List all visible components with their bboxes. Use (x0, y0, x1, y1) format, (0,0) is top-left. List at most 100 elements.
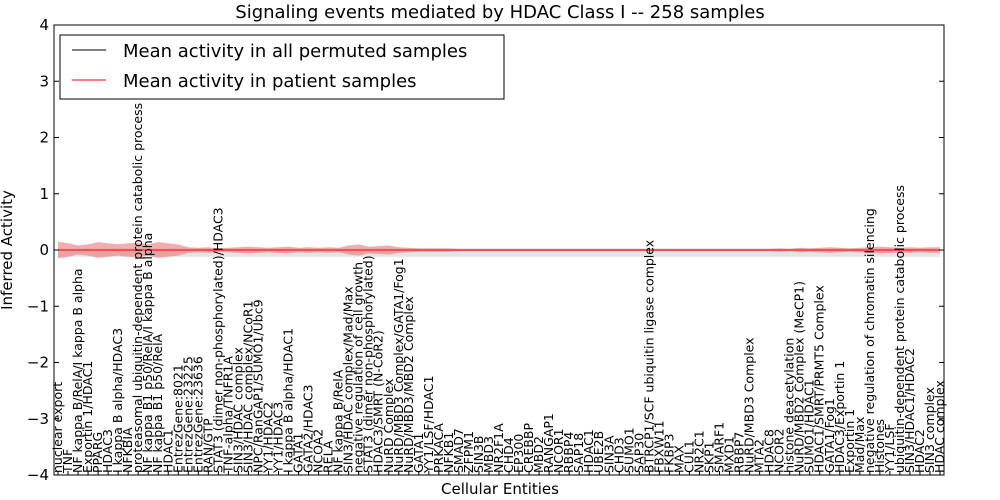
category-label: HDAC3/Exportin 1 (832, 361, 847, 473)
category-label: EntrezGene:23636 (190, 356, 205, 473)
category-label: NR2F1A (491, 423, 506, 473)
category-label: GATA1 (291, 433, 306, 473)
category-label: NF kappa B/RelA (331, 369, 346, 473)
category-label: NuRD/MBD3 Complex (742, 337, 757, 473)
category-label: TNF (60, 449, 75, 474)
category-label: YY1/LSF (882, 423, 897, 474)
category-label: SIN3/HDAC1/HDAC2 (902, 348, 917, 473)
category-label: YY1/HDAC3 (271, 402, 286, 474)
category-label: NF kappa B/RelA/I kappa B alpha (70, 268, 85, 473)
y-tick-label: −2 (27, 354, 49, 372)
category-label: NCOR1 (551, 428, 566, 473)
category-label: Exportin 1/HDAC1 (80, 361, 95, 473)
category-label: STAT3 (dimer non-phosphorylated) (361, 255, 376, 473)
category-label: STAT3 (dimer non-phosphorylated)/HDAC3 (210, 207, 225, 473)
category-label: MAX (671, 445, 686, 473)
category-label: nuclear export (50, 382, 65, 473)
category-label: Exportin 1 (842, 409, 857, 473)
category-label: GATA2/HDAC3 (301, 385, 316, 473)
category-label: RBBP7 (732, 432, 747, 473)
category-label: RAN/GTP (200, 418, 215, 473)
category-label: SUMO1 (621, 427, 636, 473)
category-label: SMAD7 (451, 428, 466, 473)
category-label: YY1/LSF/HDAC1 (421, 375, 436, 474)
category-label: Histones (872, 419, 887, 473)
y-tick-label: −1 (27, 297, 49, 315)
category-label: NuRD/MBD3 Complex/GATA1/Fog1 (391, 258, 406, 473)
category-label: SKP1 (701, 441, 716, 473)
category-label: NFKBIA (120, 427, 135, 473)
category-label: EP300 (511, 434, 526, 473)
category-label: SIN3 complex (922, 387, 937, 473)
category-label: NCOA2 (311, 429, 326, 473)
y-tick-label: 3 (39, 72, 49, 90)
category-label: FBXW11 (651, 420, 666, 473)
category-label: negative regulation of cell growth (351, 262, 366, 473)
category-label: NF kappa B1 p50/RelA (150, 333, 165, 473)
category-label: HDAC3/SMRT (N-CoR2) (371, 330, 386, 473)
category-label: MTA2 (752, 439, 767, 473)
category-label: TNF-alpha/TNFR1A (220, 356, 235, 474)
category-label: UBE2B (591, 431, 606, 473)
category-label: MXD1 (722, 436, 737, 473)
category-label: Mad/Max (852, 417, 867, 473)
category-label: NF kappa B1 p50/RelA/I kappa B alpha (140, 233, 155, 473)
category-label: HDAC2 (912, 429, 927, 473)
legend-box (59, 34, 505, 100)
category-label: HDAC1/SMRT/PRMT5 Complex (812, 285, 827, 473)
category-label: EntrezGene:8021 (170, 364, 185, 473)
category-label: FKBP3 (661, 434, 676, 473)
category-label: SAP30 (631, 433, 646, 473)
category-label: BTRCP1/SCF ubiquitin ligase complex (641, 240, 656, 473)
category-label: CHD3 (611, 437, 626, 473)
category-label: YY1/HDAC2 (260, 402, 275, 474)
category-label: SAP18 (571, 433, 586, 473)
category-label: proteasomal ubiquitin-dependent protein … (130, 103, 145, 473)
category-label: CUL1 (681, 440, 696, 473)
category-label: CREBBP (521, 423, 536, 473)
category-label: SIN3/HDAC complex/NCoR1 (240, 300, 255, 473)
category-label: SIN3/HDAC complex (230, 347, 245, 473)
category-label: ZFPM1 (461, 431, 476, 473)
legend-permuted-label: Mean activity in all permuted samples (123, 41, 467, 62)
category-label: NR2C1 (691, 430, 706, 473)
category-label: MBD2 (531, 436, 546, 473)
chart-title: Signaling events mediated by HDAC Class … (235, 2, 764, 23)
category-label: I kappa B alpha/HDAC1 (281, 328, 296, 473)
y-tick-label: 0 (39, 241, 49, 259)
y-tick-label: −4 (27, 466, 49, 484)
category-label: HDAC1 (160, 429, 175, 473)
category-label: negative regulation of chromatin silenci… (862, 208, 877, 473)
y-tick-label: −3 (27, 410, 49, 428)
category-label: NPC/RanGAP1/SUMO1/Ubc9 (250, 299, 265, 473)
category-label: I kappa B alpha/HDAC3 (110, 328, 125, 473)
category-label: NFKB1 (441, 432, 456, 473)
category-label: HDAC3 (100, 429, 115, 473)
category-label: SIN3/HDAC complex/Mad/Max (341, 286, 356, 473)
y-tick-label: 2 (39, 129, 49, 147)
category-label: HDAC8 (762, 429, 777, 473)
category-label: RELA (321, 440, 336, 473)
category-label: EntrezGene:23225 (180, 356, 195, 473)
y-tick-label: 1 (39, 185, 49, 203)
category-label: NuRD/MBD2 Complex (MeCP1) (792, 281, 807, 473)
category-label: MBD3 (481, 436, 496, 473)
category-label: NuRD Complex (381, 379, 396, 473)
category-label: HDAC1 (581, 429, 596, 473)
category-label: CHD4 (501, 437, 516, 473)
category-label: SUMO1/HDAC1 (802, 379, 817, 473)
y-axis-label: Inferred Activity (0, 190, 16, 310)
category-label: PPARG (90, 432, 105, 473)
category-label: PRKACA (431, 423, 446, 473)
category-label: GATA1/Fog1 (822, 398, 837, 473)
y-tick-label: 4 (39, 16, 49, 34)
category-label: SIN3A (601, 435, 616, 473)
category-label: RANGAP1 (541, 413, 556, 473)
category-label: SIN3B (471, 436, 486, 474)
category-label: histone deacetylation (782, 338, 797, 473)
category-label: GATA1 (411, 433, 426, 473)
y-axis: −4 −3 −2 −1 0 1 2 3 4 (27, 16, 944, 484)
category-label: NuRD/MBD3/MBD2 Complex (401, 296, 416, 473)
